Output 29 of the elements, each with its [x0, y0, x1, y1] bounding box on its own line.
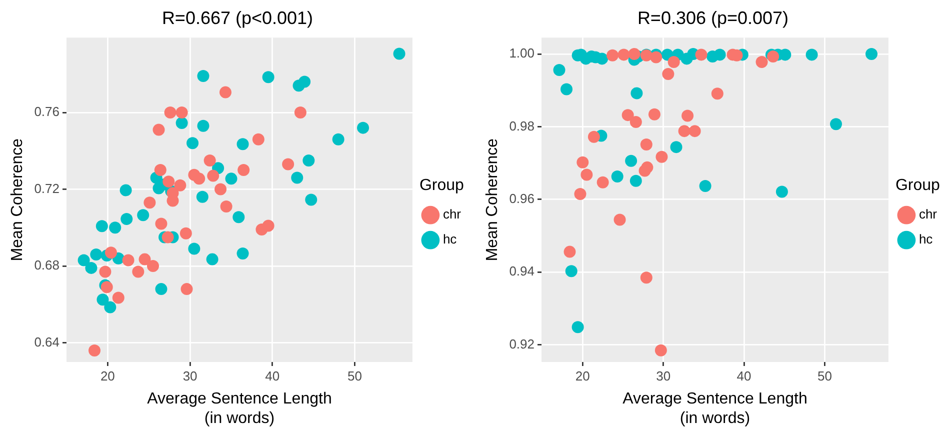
legend-label: hc — [918, 232, 934, 247]
y-tick-label: 0.76 — [34, 104, 60, 120]
legend-label: chr — [918, 206, 938, 222]
y-tick-label: 0.72 — [34, 180, 60, 196]
x-tick-label: 40 — [265, 368, 280, 384]
y-tick-label: 0.98 — [509, 118, 534, 134]
x-tick-label: 40 — [736, 368, 752, 384]
chart-title: R=0.306 (p=0.007) — [637, 8, 789, 28]
x-axis-title: Average Sentence Length (in words) — [147, 390, 332, 427]
y-axis-title: Mean Coherence — [9, 138, 26, 262]
y-tick-label: 0.94 — [509, 264, 534, 279]
y-axis-title: Mean Coherence — [484, 138, 502, 262]
x-tick-label: 30 — [182, 368, 198, 384]
legend-label: chr — [442, 206, 462, 222]
y-tick-label: 0.68 — [34, 258, 60, 273]
x-tick-label: 50 — [348, 368, 362, 384]
y-tick-label: 0.92 — [509, 336, 534, 352]
legend-label: hc — [442, 232, 458, 247]
legend-title: Group — [419, 176, 464, 194]
y-tick-label: 0.96 — [509, 191, 534, 206]
x-tick-label: 20 — [575, 368, 590, 384]
y-tick-label: 1.00 — [509, 46, 534, 61]
y-tick-label: 0.64 — [34, 334, 60, 350]
x-tick-label: 30 — [656, 368, 671, 384]
x-tick-label: 20 — [100, 368, 115, 384]
x-tick-label: 50 — [817, 368, 832, 384]
chart-title: R=0.667 (p<0.001) — [162, 8, 314, 28]
legend-title: Group — [895, 176, 940, 194]
x-axis-title: Average Sentence Length (in words) — [622, 390, 808, 427]
